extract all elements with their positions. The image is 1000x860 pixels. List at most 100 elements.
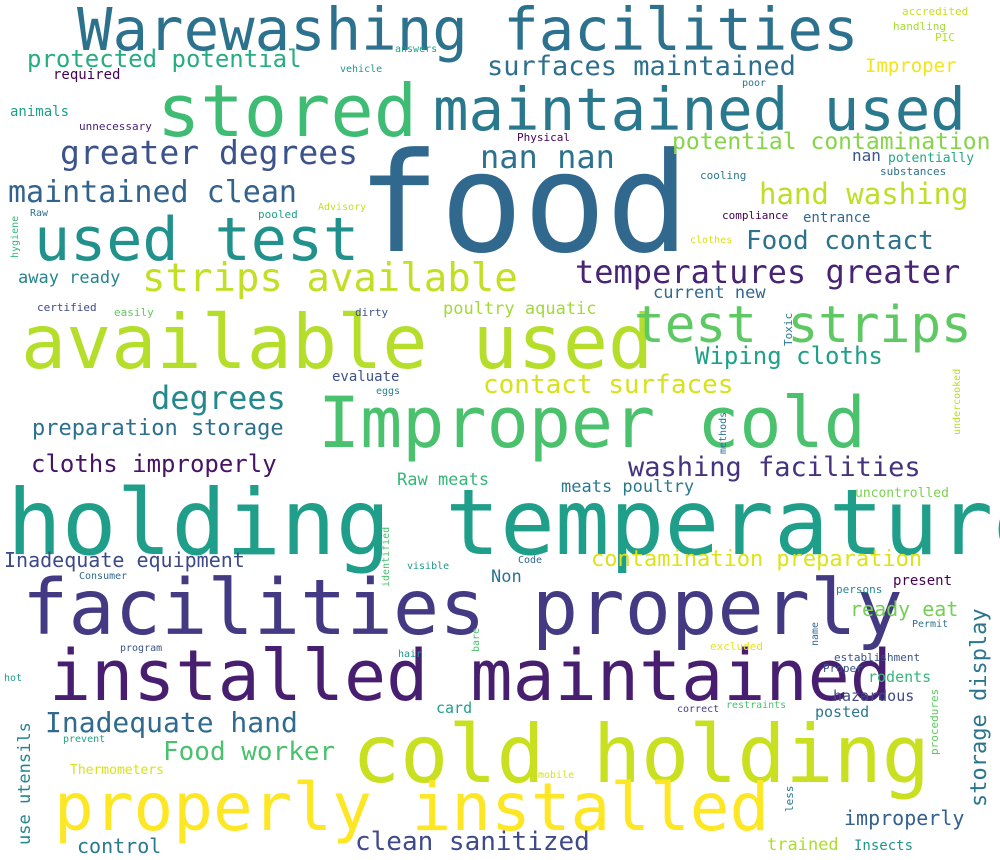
word-meats-poultry: meats poultry <box>561 477 695 497</box>
word-maintained-clean: maintained clean <box>8 175 297 210</box>
word-contact-surfaces: contact surfaces <box>483 370 734 400</box>
word-present: present <box>893 573 953 589</box>
word-surfaces-maintained: surfaces maintained <box>487 51 796 82</box>
word-potential-contamination: potential contamination <box>672 129 991 155</box>
word-persons: persons <box>836 583 883 596</box>
word-pic: PIC <box>935 31 955 44</box>
word-degrees: degrees <box>151 379 286 417</box>
word-less: less <box>783 785 796 813</box>
word-poor: poor <box>742 78 767 89</box>
word-bare: bare <box>471 627 482 652</box>
word-raw: Raw <box>30 208 49 219</box>
word-thermometers: Thermometers <box>70 763 164 778</box>
word-control: control <box>77 834 162 858</box>
word-wiping-cloths: Wiping cloths <box>695 342 883 370</box>
word-restraints: restraints <box>726 700 787 711</box>
word-prevent: prevent <box>63 734 106 745</box>
word-methods: methods <box>718 411 729 454</box>
word-stored: stored <box>157 69 418 153</box>
word-physical: Physical <box>517 131 570 144</box>
word-dirty: dirty <box>355 306 389 319</box>
word-ready-eat: ready eat <box>850 597 959 621</box>
word-hair: hair <box>398 649 423 660</box>
word-use-utensils: use utensils <box>15 722 35 845</box>
word-advisory: Advisory <box>318 202 367 213</box>
word-temperatures-greater: temperatures greater <box>575 253 961 291</box>
word-cooling: cooling <box>700 169 747 182</box>
word-clean-sanitized: clean sanitized <box>355 827 590 857</box>
word-food: food <box>357 123 690 284</box>
word-easily: easily <box>114 306 154 319</box>
word-program: program <box>120 643 163 654</box>
word-animals: animals <box>10 104 70 120</box>
word-hygiene: hygiene <box>10 215 21 258</box>
word-pooled: pooled <box>258 208 298 221</box>
word-preparation-storage: preparation storage <box>32 416 284 441</box>
word-mobile: mobile <box>538 770 575 781</box>
word-cold-holding: cold holding <box>352 708 930 801</box>
word-procedures: procedures <box>928 688 941 755</box>
word-raw-meats: Raw meats <box>397 470 490 490</box>
word-potentially: potentially <box>888 151 975 166</box>
word-facilities-properly: facilities properly <box>22 564 903 653</box>
word-correct: correct <box>677 704 720 715</box>
word-undercooked: undercooked <box>952 368 963 435</box>
word-name: name <box>810 621 821 646</box>
word-excluded: excluded <box>710 640 763 653</box>
word-handling: handling <box>893 20 946 33</box>
word-uncontrolled: uncontrolled <box>855 486 949 501</box>
word-improperly: improperly <box>844 806 965 830</box>
word-proper: Proper <box>823 662 863 675</box>
word-compliance: compliance <box>722 209 789 222</box>
word-non: Non <box>491 567 522 587</box>
word-nan: nan <box>852 146 881 165</box>
word-visible: visible <box>407 561 450 572</box>
word-available-used: available used <box>21 298 654 386</box>
word-establishment: establishment <box>834 651 921 664</box>
word-entrance: entrance <box>803 210 871 226</box>
word-inadequate-equipment: Inadequate equipment <box>4 548 245 572</box>
word-required: required <box>53 67 121 83</box>
word-contamination-preparation: contamination preparation <box>591 547 923 572</box>
word-greater-degrees: greater degrees <box>60 133 359 172</box>
word-trained: trained <box>767 835 839 855</box>
word-code: Code <box>518 555 543 566</box>
word-posted: posted <box>815 703 870 721</box>
word-holding-temperatures: holding temperatures <box>7 471 1000 576</box>
word-maintained-used: maintained used <box>433 75 966 144</box>
word-eggs: eggs <box>376 386 401 397</box>
word-insects: Insects <box>854 838 914 854</box>
word-nan-nan: nan nan <box>480 138 615 176</box>
word-used-test: used test <box>34 205 360 275</box>
word-poultry-aquatic: poultry aquatic <box>443 299 597 319</box>
word-rodents: rodents <box>868 668 932 686</box>
word-hand-washing: hand washing <box>759 177 969 211</box>
word-certified: certified <box>37 301 97 314</box>
word-toxic: Toxic <box>782 312 795 346</box>
word-food-contact: Food contact <box>746 226 934 256</box>
word-identified: identified <box>381 526 392 587</box>
word-storage-display: storage display <box>967 608 992 807</box>
word-improper-cold: Improper cold <box>318 382 866 464</box>
word-answers: answers <box>395 44 438 55</box>
word-accredited: accredited <box>902 5 969 18</box>
word-strips-available: strips available <box>142 256 518 301</box>
word-clothes: clothes <box>690 235 733 246</box>
word-protected-potential: protected potential <box>27 45 302 73</box>
word-properly-installed: properly installed <box>54 769 770 846</box>
word-food-worker: Food worker <box>163 737 336 767</box>
word-away-ready: away ready <box>18 268 121 288</box>
word-cloths-improperly: cloths improperly <box>31 450 277 478</box>
word-hot: hot <box>4 673 23 684</box>
word-improper: Improper <box>865 55 957 77</box>
word-washing-facilities: washing facilities <box>628 452 921 483</box>
word-consumer: Consumer <box>79 571 128 582</box>
word-evaluate: evaluate <box>332 369 400 385</box>
word-current-new: current new <box>653 283 766 303</box>
word-substances: substances <box>880 165 947 178</box>
word-warewashing-facilities: Warewashing facilities <box>77 0 859 64</box>
word-unnecessary: unnecessary <box>79 120 152 133</box>
word-inadequate-hand: Inadequate hand <box>45 706 298 739</box>
word-installed-maintained: installed maintained <box>49 635 892 717</box>
